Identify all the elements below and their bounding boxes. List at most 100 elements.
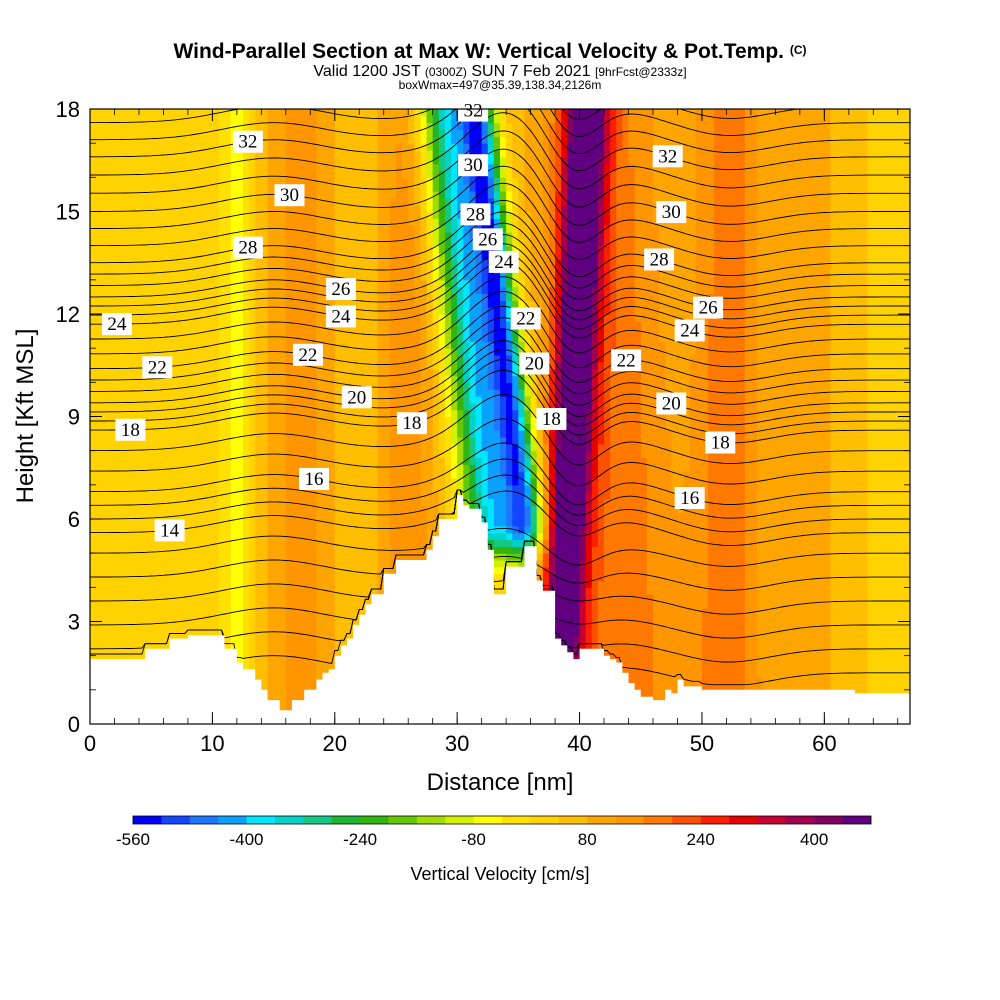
w-cell <box>181 396 189 404</box>
w-cell <box>298 416 305 424</box>
w-cell <box>242 191 250 199</box>
w-cell <box>420 546 428 554</box>
w-cell <box>126 553 134 561</box>
w-cell <box>108 334 116 342</box>
w-cell <box>132 519 140 527</box>
w-cell <box>212 136 220 144</box>
w-cell <box>181 532 189 541</box>
w-cell <box>267 635 275 643</box>
w-cell <box>132 491 140 500</box>
w-cell <box>242 348 250 356</box>
w-cell <box>108 648 116 657</box>
w-cell <box>389 177 397 185</box>
w-cell <box>402 245 409 254</box>
w-cell <box>194 109 201 117</box>
w-cell <box>255 443 262 452</box>
w-cell <box>395 389 403 397</box>
w-cell <box>310 512 318 520</box>
w-cell <box>371 300 379 308</box>
w-cell <box>353 266 360 274</box>
w-cell <box>340 109 348 117</box>
w-cell <box>273 293 281 301</box>
w-cell <box>157 177 165 185</box>
w-cell <box>267 553 275 561</box>
w-cell <box>194 539 201 547</box>
w-cell <box>96 478 103 486</box>
w-cell <box>328 191 336 199</box>
w-cell <box>212 628 220 636</box>
w-cell <box>285 525 293 534</box>
w-cell <box>224 150 232 158</box>
w-cell <box>353 519 360 527</box>
w-cell <box>328 437 336 445</box>
w-cell <box>310 136 318 144</box>
w-cell <box>206 204 213 213</box>
w-cell <box>163 484 171 493</box>
w-cell <box>175 252 183 260</box>
w-cell <box>371 423 379 431</box>
w-cell <box>181 580 189 588</box>
w-cell <box>347 546 354 554</box>
w-cell <box>206 478 213 486</box>
w-cell <box>261 368 269 377</box>
w-cell <box>377 327 385 336</box>
w-cell <box>279 491 287 500</box>
w-cell <box>169 150 177 158</box>
w-cell <box>206 238 213 247</box>
w-cell <box>365 122 373 131</box>
w-cell <box>261 218 269 226</box>
w-cell <box>383 389 391 397</box>
w-cell <box>249 655 256 664</box>
w-cell <box>138 156 146 165</box>
w-cell <box>206 457 213 465</box>
w-cell <box>298 115 305 124</box>
w-cell <box>157 423 165 431</box>
w-cell <box>126 361 134 370</box>
w-cell <box>285 143 293 151</box>
w-cell <box>347 197 354 206</box>
w-cell <box>169 232 177 240</box>
w-cell <box>126 587 134 595</box>
w-cell <box>169 443 177 452</box>
w-cell <box>102 491 109 500</box>
w-cell <box>194 150 201 158</box>
w-cell <box>96 635 103 643</box>
w-cell <box>298 450 305 459</box>
w-cell <box>187 546 195 554</box>
w-cell <box>194 375 201 383</box>
w-cell <box>291 587 299 595</box>
w-cell <box>132 594 140 602</box>
w-cell <box>340 129 348 137</box>
w-cell <box>285 238 293 247</box>
w-cell <box>316 150 324 158</box>
w-cell <box>206 573 213 582</box>
w-cell <box>187 525 195 534</box>
w-cell <box>230 177 238 185</box>
w-cell <box>157 266 165 274</box>
w-cell <box>285 696 293 705</box>
w-cell <box>242 662 250 670</box>
w-cell <box>267 669 275 677</box>
w-cell <box>108 546 116 554</box>
w-cell <box>310 245 318 254</box>
w-cell <box>420 245 428 254</box>
w-cell <box>347 143 354 151</box>
w-cell <box>377 259 385 267</box>
w-cell <box>328 177 336 185</box>
w-cell <box>371 293 379 301</box>
w-cell <box>279 279 287 288</box>
w-cell <box>200 122 207 131</box>
w-cell <box>383 109 391 117</box>
w-cell <box>96 115 103 124</box>
w-cell <box>359 580 366 588</box>
w-cell <box>279 150 287 158</box>
w-cell <box>365 566 373 575</box>
w-cell <box>291 642 299 650</box>
w-cell <box>316 197 324 206</box>
w-cell <box>206 150 213 158</box>
w-cell <box>402 122 409 131</box>
w-cell <box>383 355 391 363</box>
w-cell <box>200 273 207 281</box>
w-cell <box>273 573 281 582</box>
w-cell <box>120 464 128 472</box>
